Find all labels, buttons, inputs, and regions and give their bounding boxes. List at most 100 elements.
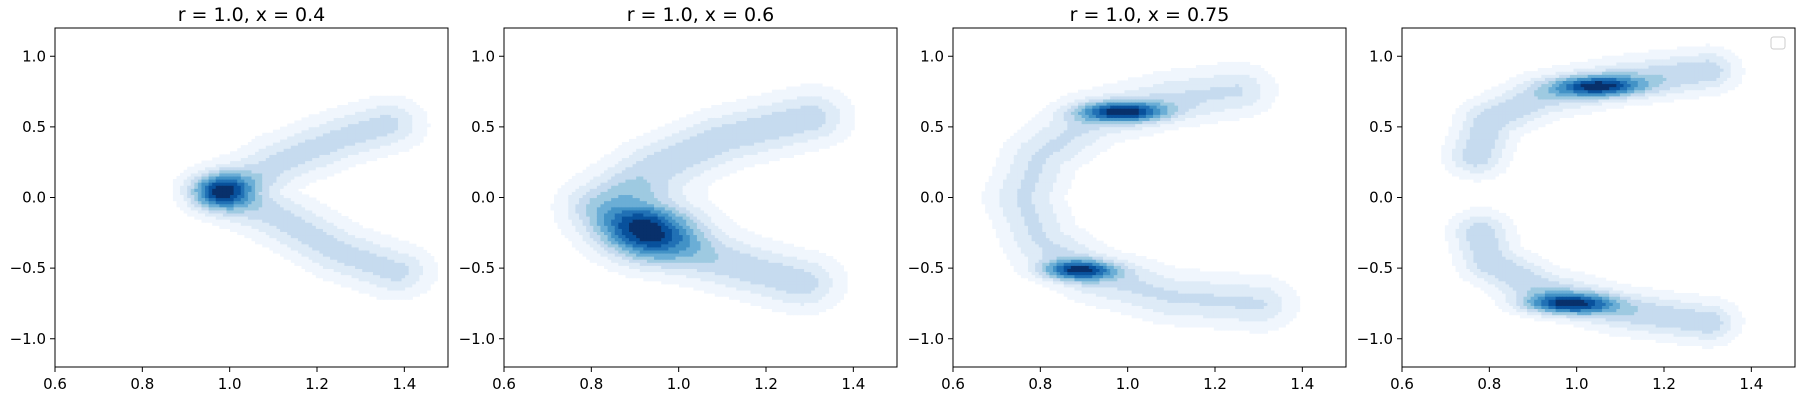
contour-cell (252, 139, 256, 143)
contour-cell (643, 133, 647, 137)
contour-cell (679, 117, 683, 121)
contour-cell (736, 99, 740, 103)
contour-fill-1 (173, 96, 438, 300)
contour-cell (565, 182, 569, 186)
contour-cell (391, 96, 395, 100)
contour-cell (366, 228, 370, 232)
contour-cell (715, 207, 719, 211)
contour-cell (334, 108, 338, 112)
contour-cell (319, 111, 323, 115)
contour-cell (230, 151, 234, 155)
contour-cell (352, 102, 356, 106)
contour-cell (362, 99, 366, 103)
contour-cell (323, 204, 327, 208)
contour-cell (622, 142, 626, 146)
contour-cell (273, 130, 277, 134)
contour-cell (298, 191, 302, 195)
contour-cell (754, 234, 758, 238)
contour-cell (665, 124, 669, 128)
contour-cell (244, 145, 248, 149)
contour-cell (312, 198, 316, 202)
contour-cell (427, 124, 431, 128)
contour-cell (583, 170, 587, 174)
contour-cell (758, 234, 762, 238)
contour-cell (359, 225, 363, 229)
contour-cell (398, 241, 402, 245)
contour-cell (751, 231, 755, 235)
contour-cell (266, 133, 270, 137)
y-tick-label: 0.5 (22, 118, 46, 136)
contour-cell (312, 114, 316, 118)
contour-cell (718, 105, 722, 109)
contour-cell (704, 108, 708, 112)
contour-cell (722, 213, 726, 217)
contour-cell (740, 228, 744, 232)
contour-cell (352, 222, 356, 226)
contour-cell (405, 99, 409, 103)
contour-cell (209, 161, 213, 165)
contour-cell (711, 105, 715, 109)
contour-cell (291, 124, 295, 128)
contour-cell (337, 105, 341, 109)
contour-cell (402, 241, 406, 245)
contour-cell (366, 99, 370, 103)
contour-cell (693, 111, 697, 115)
y-tick-label: −0.5 (10, 259, 46, 277)
contour-cell (373, 231, 377, 235)
contour-cell (355, 102, 359, 106)
contour-cell (327, 108, 331, 112)
panel-title-1: r = 1.0, x = 0.4 (178, 4, 326, 26)
contour-cell (259, 136, 263, 140)
contour-cell (427, 253, 431, 257)
contour-cell (654, 130, 658, 134)
contour-cell (668, 124, 672, 128)
contour-cell (373, 96, 377, 100)
contour-cell (423, 111, 427, 115)
contour-cell (661, 127, 665, 131)
contour-cell (726, 102, 730, 106)
contour-cell (658, 127, 662, 131)
contour-cell (686, 114, 690, 118)
contour-cell (380, 234, 384, 238)
contour-cell (747, 231, 751, 235)
contour-cell (269, 133, 273, 137)
contour-cell (198, 164, 202, 168)
contour-cell (212, 157, 216, 161)
contour-cell (675, 120, 679, 124)
contour-cell (294, 120, 298, 124)
contour-cell (277, 130, 281, 134)
contour-cell (568, 179, 572, 183)
contour-cell (751, 96, 755, 100)
contour-cell (380, 96, 384, 100)
contour-cell (697, 111, 701, 115)
contour-cell (391, 238, 395, 242)
contour-cell (255, 136, 259, 140)
contour-cell (387, 234, 391, 238)
contour-cell (348, 219, 352, 223)
x-tick-label: 1.0 (218, 375, 242, 393)
contour-cell (330, 210, 334, 214)
contour-cell (561, 185, 565, 189)
contour-cell (362, 228, 366, 232)
contour-cell (419, 247, 423, 251)
contour-cell (650, 130, 654, 134)
x-tick-label: 1.2 (305, 375, 329, 393)
contour-cell (201, 161, 205, 165)
contour-cell (423, 250, 427, 254)
y-tick-label: 1.0 (22, 47, 46, 65)
contour-cell (316, 114, 320, 118)
contour-cell (416, 105, 420, 109)
contour-cell (241, 145, 245, 149)
contour-cell (219, 154, 223, 158)
contour-cell (672, 120, 676, 124)
contour-cell (633, 139, 637, 143)
contour-cell (309, 198, 313, 202)
contour-cell (711, 204, 715, 208)
contour-cell (384, 234, 388, 238)
contour-cell (284, 127, 288, 131)
y-tick-label: −1.0 (10, 330, 46, 348)
contour-cell (416, 247, 420, 251)
contour-fill-2 (550, 83, 854, 315)
contour-cell (248, 142, 252, 146)
